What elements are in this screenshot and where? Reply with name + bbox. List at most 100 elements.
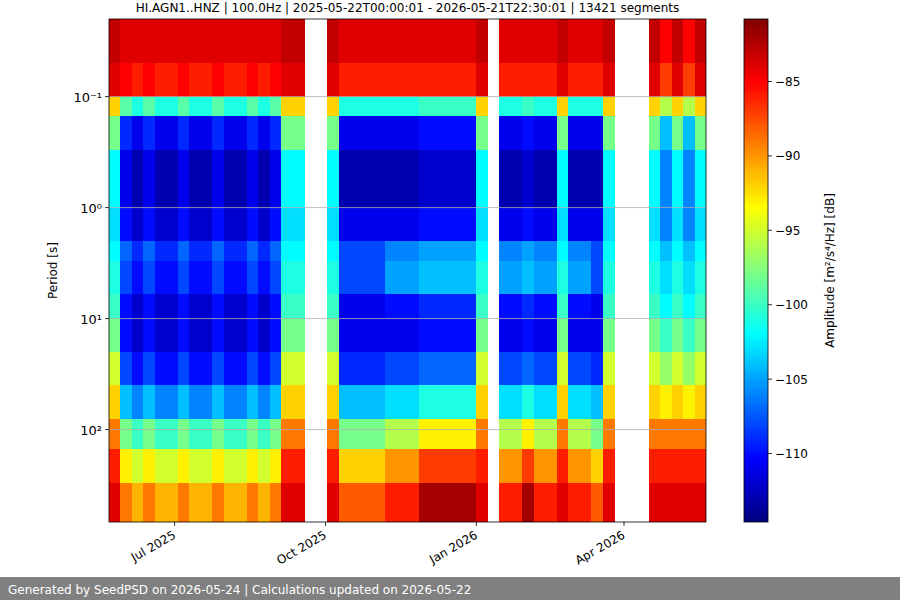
cell [385,208,397,242]
cell [281,319,293,353]
cell [258,116,270,150]
cell [534,352,546,386]
cell [430,19,442,64]
cell [327,449,339,483]
cell [396,483,408,522]
cell [235,385,247,419]
cell [224,449,236,483]
cell [465,352,477,386]
cell [453,294,465,319]
cell [419,150,431,208]
cell [155,97,167,117]
cell [258,208,270,242]
cell [212,208,224,242]
cell [545,241,557,261]
cell [557,19,569,64]
cell [580,97,592,117]
colorbar-tick-label: −95 [775,224,800,238]
cell [660,294,672,319]
cell [362,241,374,261]
cell [212,319,224,353]
cell [591,419,603,450]
cell [109,449,121,483]
cell [132,294,144,319]
cell [235,63,247,97]
cell [453,261,465,295]
cell [155,385,167,419]
cell [695,19,706,64]
cell [109,19,121,64]
cell [373,63,385,97]
cell [591,319,603,353]
cell [534,449,546,483]
cell [270,241,282,261]
cell [189,385,201,419]
cell [132,97,144,117]
cell [155,319,167,353]
cell [568,208,580,242]
cell [373,449,385,483]
cell [189,449,201,483]
cell [350,208,362,242]
cell [603,319,615,353]
cell [591,116,603,150]
cell [580,63,592,97]
cell [270,294,282,319]
colorbar-title: Amplitude [m²/s⁴/Hz] [dB] [823,193,837,348]
cell [534,419,546,450]
cell [580,419,592,450]
cell [591,483,603,522]
cell [603,116,615,150]
cell [591,150,603,208]
cell [545,352,557,386]
cell [419,385,431,419]
cell [258,261,270,295]
cell [270,208,282,242]
cell [327,116,339,150]
cell [350,385,362,419]
cell [362,116,374,150]
cell [373,319,385,353]
colorbar-tick-label: −110 [775,447,808,461]
cell [212,352,224,386]
cell [476,150,488,208]
cell [453,319,465,353]
cell [453,116,465,150]
cell [545,385,557,419]
x-tick-label: Apr 2026 [573,528,628,568]
cell [603,97,615,117]
cell [201,385,213,419]
cell [120,241,132,261]
cell [247,385,259,419]
cell [534,241,546,261]
cell [511,116,523,150]
cell [534,19,546,64]
cell [442,449,454,483]
cell [212,150,224,208]
cell [649,385,661,419]
cell [499,208,511,242]
cell [695,150,706,208]
cell [109,150,121,208]
cell [385,63,397,97]
cell [683,97,695,117]
cell [649,97,661,117]
cell [396,319,408,353]
cell [258,385,270,419]
cell [281,261,293,295]
cell [683,19,695,64]
cell [568,261,580,295]
cell [178,97,190,117]
cell [327,352,339,386]
cell [453,19,465,64]
cell [499,63,511,97]
cell [545,19,557,64]
cell [683,116,695,150]
cell [568,241,580,261]
cell [568,150,580,208]
cell [499,294,511,319]
cell [178,449,190,483]
cell [430,261,442,295]
cell [660,208,672,242]
chart: 10⁻¹10⁰10¹10²Jul 2025Oct 2025Jan 2026Apr… [0,0,900,600]
